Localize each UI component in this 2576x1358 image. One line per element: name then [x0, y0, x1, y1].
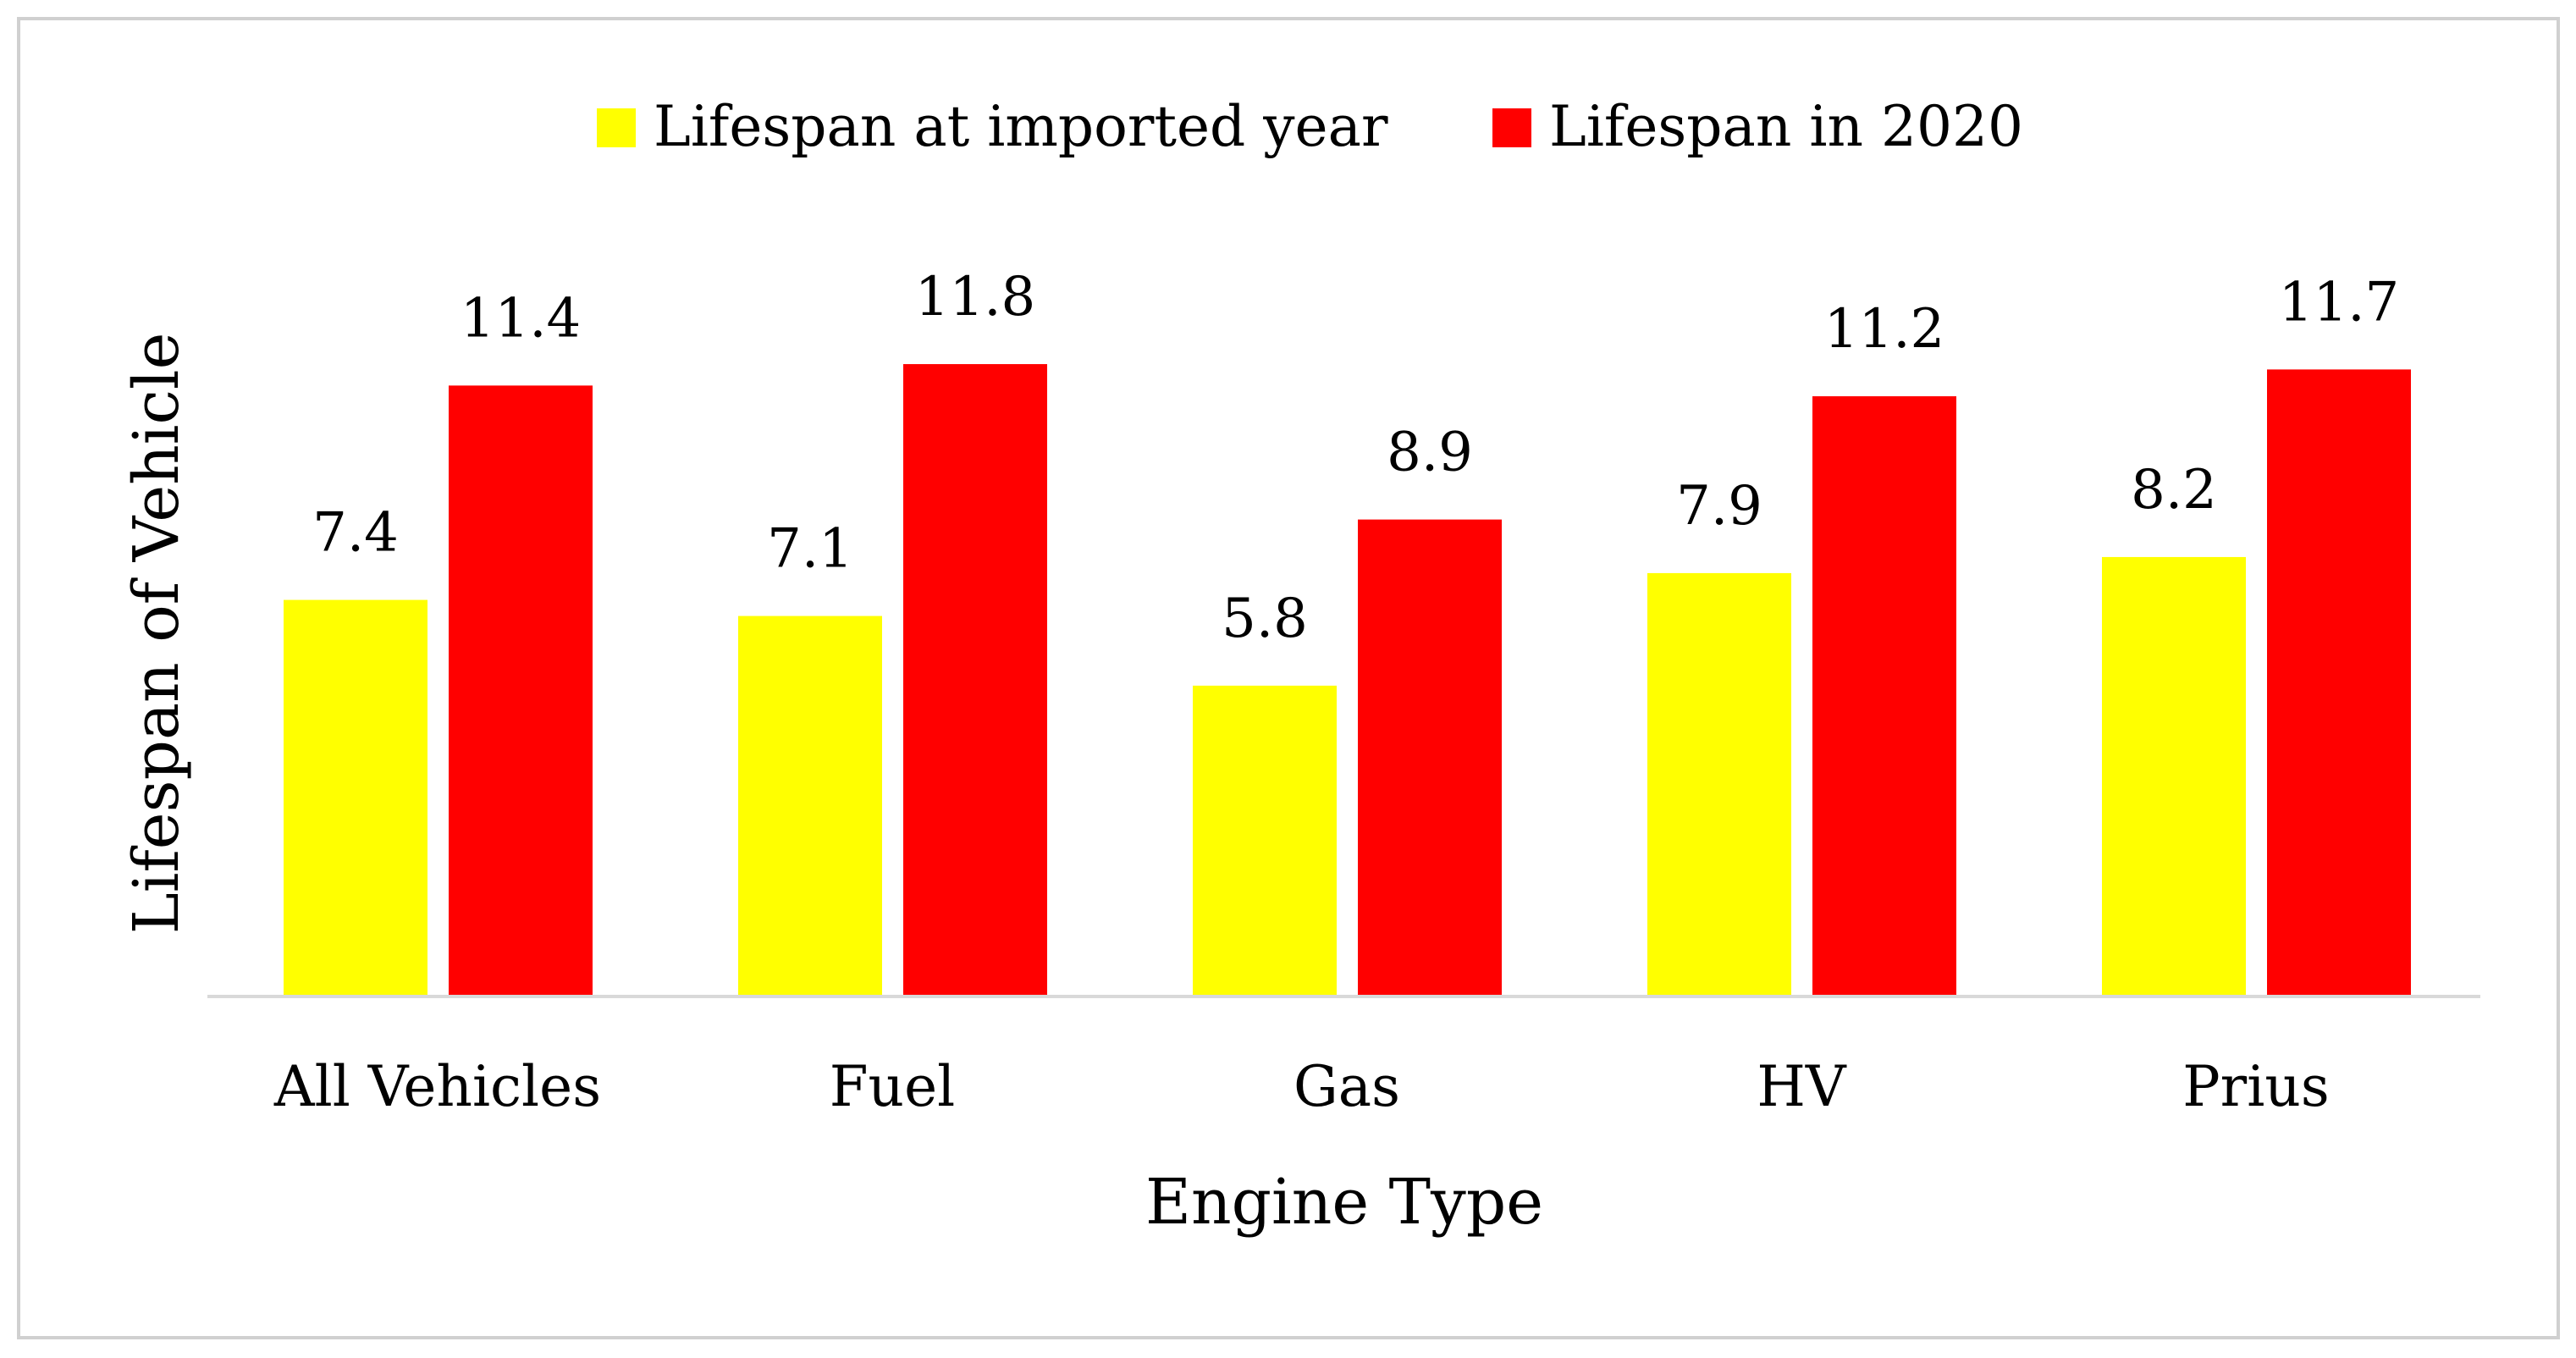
- legend-swatch-2020: [1492, 108, 1531, 147]
- y-axis-title: Lifespan of Vehicle: [120, 333, 193, 935]
- value-label-s1-3: 11.2: [1824, 298, 1945, 361]
- bar-s0-4: [2102, 556, 2246, 996]
- x-tick-label-0: All Vehicles: [273, 1054, 601, 1119]
- legend-label-2020: Lifespan in 2020: [1549, 94, 2023, 159]
- value-labels-group: 7.4 11.4 7.1 11.8 5.8 8.9 7.9 11.2 8.2 11.7: [312, 266, 2399, 650]
- value-label-s0-1: 7.1: [767, 518, 853, 581]
- legend-swatch-imported-year: [597, 108, 636, 147]
- bar-s0-3: [1647, 572, 1791, 996]
- bar-s1-0: [449, 385, 593, 996]
- x-tick-labels-group: All Vehicles Fuel Gas HV Prius: [273, 1054, 2330, 1119]
- bar-s0-0: [284, 599, 427, 996]
- bars-group: [284, 364, 2411, 996]
- bar-s1-3: [1812, 396, 1956, 996]
- x-tick-label-4: Prius: [2182, 1054, 2329, 1119]
- bar-s0-1: [738, 616, 882, 996]
- legend: Lifespan at imported year Lifespan in 20…: [597, 94, 2023, 159]
- x-tick-label-1: Fuel: [830, 1054, 955, 1119]
- value-label-s1-2: 8.9: [1387, 422, 1473, 484]
- value-label-s0-3: 7.9: [1676, 475, 1762, 538]
- x-tick-label-3: HV: [1757, 1054, 1847, 1119]
- value-label-s0-0: 7.4: [312, 502, 399, 565]
- x-axis-title: Engine Type: [1145, 1166, 1543, 1239]
- bar-s1-1: [903, 364, 1047, 996]
- bar-s1-4: [2267, 369, 2411, 996]
- x-tick-label-2: Gas: [1294, 1054, 1400, 1119]
- bar-s0-2: [1193, 685, 1337, 996]
- bar-s1-2: [1358, 519, 1502, 996]
- value-label-s1-0: 11.4: [461, 287, 582, 350]
- value-label-s1-4: 11.7: [2279, 271, 2400, 334]
- value-label-s0-2: 5.8: [1222, 588, 1308, 650]
- value-label-s0-4: 8.2: [2131, 459, 2217, 522]
- legend-label-imported-year: Lifespan at imported year: [654, 94, 1388, 159]
- value-label-s1-1: 11.8: [915, 266, 1036, 328]
